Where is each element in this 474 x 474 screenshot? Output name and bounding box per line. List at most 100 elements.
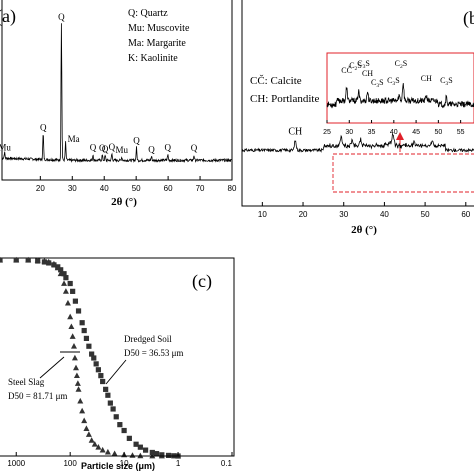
dredged-soil-point <box>61 271 67 277</box>
panel-b-x-axis: 10 20 30 40 50 60 <box>242 202 474 219</box>
dredged-soil-point <box>113 414 119 420</box>
panel-a-tick-label: 70 <box>196 184 205 193</box>
inset-frame <box>326 52 474 124</box>
panel-a-label: (a) <box>0 6 16 27</box>
inset-peak-label: CH <box>362 69 373 78</box>
dredged-soil-point <box>105 392 111 398</box>
panel-c-x-axis-title: Particle size (μm) <box>81 461 155 471</box>
steel-slag-point <box>74 380 81 386</box>
steel-slag-point <box>69 333 76 339</box>
steel-slag-point <box>45 258 52 265</box>
steel-slag-point <box>85 431 92 437</box>
dredged-soil-point <box>72 298 79 304</box>
panel-a-legend-entry: Q: Quartz <box>128 8 168 19</box>
steel-slag-d50: D50 = 81.71 μm <box>8 391 67 401</box>
steel-slag-point <box>67 313 74 320</box>
dredged-soil-point <box>103 386 109 392</box>
dredged-soil-point <box>98 373 104 379</box>
inset-tick-label: 40 <box>390 129 398 136</box>
panel-c-tick-label: 1000 <box>7 459 25 468</box>
panel-a-peak-label: Q <box>99 143 106 153</box>
steel-slag-pointer <box>39 356 65 379</box>
panel-a-peak-label: Q <box>191 143 198 153</box>
dredged-soil-d50: D50 = 36.53 μm <box>124 348 183 358</box>
inset-tick-label: 30 <box>345 129 353 136</box>
steel-slag-point <box>79 407 86 414</box>
dredged-soil-point <box>142 447 149 453</box>
steel-slag-point <box>41 257 48 264</box>
dredged-soil-series-label: Dredged Soil <box>124 334 172 344</box>
panel-b-label: (b) <box>463 8 474 29</box>
inset-tick-label: 35 <box>368 129 376 136</box>
dredged-soil-point <box>63 275 69 281</box>
panel-a-peak-label: Q <box>133 135 140 145</box>
panel-c-series <box>0 256 182 459</box>
dredged-soil-point <box>107 400 113 406</box>
steel-slag-point <box>72 364 79 371</box>
inset-peak-label: C2S <box>395 59 408 70</box>
panel-c-tick-label: 100 <box>63 459 77 468</box>
steel-slag-point <box>70 343 77 349</box>
steel-slag-point <box>64 299 71 306</box>
zoom-region-box <box>332 153 474 193</box>
panel-a-tick-label: 20 <box>36 184 45 193</box>
dredged-soil-point <box>81 327 87 334</box>
steel-slag-point <box>81 417 88 424</box>
panel-c-particle-size: (c) Dredged Soil D50 = 36.53 μm Steel Slag… <box>0 256 235 471</box>
panel-a-legend-entry: K: Kaolinite <box>128 53 178 64</box>
inset-peak-label: C2S <box>349 61 362 72</box>
panel-b-tick-label: 40 <box>380 210 389 219</box>
panel-a-x-axis: 20 30 40 50 60 70 80 <box>2 176 237 193</box>
steel-slag-point <box>57 270 64 277</box>
steel-slag-point <box>0 256 3 263</box>
dredged-soil-point <box>91 355 97 361</box>
steel-slag-point <box>62 288 69 294</box>
steel-slag-point <box>104 448 111 455</box>
panel-a-legend: Q: Quartz Mu: Muscovite Ma: Margarite K: Ka… <box>128 8 190 64</box>
dredged-soil-point <box>149 449 155 456</box>
inset-peak-label: CČ <box>341 65 352 75</box>
panel-a-tick-label: 40 <box>100 184 109 193</box>
inset-peak-label: C3S <box>440 76 453 87</box>
panel-a-peak-label: Mu <box>116 145 129 155</box>
inset-tick-label: 50 <box>434 129 442 136</box>
inset-tick-label: 45 <box>412 129 420 136</box>
dredged-soil-point <box>153 451 160 457</box>
panel-a-peak-label: Q <box>90 142 97 152</box>
panel-b-x-axis-title: 2θ (°) <box>351 224 377 236</box>
dredged-soil-point <box>79 320 85 326</box>
dredged-soil-point <box>70 288 76 294</box>
dredged-soil-point <box>67 280 73 287</box>
dredged-soil-point <box>126 435 132 441</box>
steel-slag-point <box>95 443 102 450</box>
panel-b-peak-labels: CH <box>288 127 302 138</box>
panel-a-x-axis-title: 2θ (°) <box>111 196 137 208</box>
panel-a-tick-label: 30 <box>68 184 77 193</box>
steel-slag-point <box>34 257 41 263</box>
panel-b-xrd-pattern <box>241 133 474 153</box>
dredged-soil-point <box>117 422 123 428</box>
steel-slag-point <box>13 256 20 263</box>
panel-a-tick-label: 60 <box>164 184 173 193</box>
steel-slag-point <box>77 397 84 404</box>
panel-b-peak-label: CH <box>288 127 302 138</box>
steel-slag-point <box>83 425 90 431</box>
panel-b-tick-label: 50 <box>421 210 430 219</box>
dredged-soil-point <box>75 308 82 314</box>
panel-b-tick-label: 20 <box>299 210 308 219</box>
panel-c-annotations: Dredged Soil D50 = 36.53 μm Steel Slag D50 … <box>8 334 183 401</box>
panel-a-peak-label: Q <box>102 144 109 154</box>
steel-slag-point <box>91 441 98 447</box>
panel-a-peak-label: Q <box>109 142 116 152</box>
panel-a-xrd-soil: (a) Q: Quartz Mu: Muscovite Ma: Margarite K… <box>0 0 237 208</box>
panel-a-peak-label: Q <box>165 142 172 152</box>
panel-a-tick-label: 50 <box>132 184 141 193</box>
panel-a-peak-label: Q <box>58 12 65 22</box>
steel-slag-series-label: Steel Slag <box>8 377 45 387</box>
steel-slag-point <box>75 386 82 392</box>
steel-slag-point <box>73 372 80 379</box>
inset-peak-label: C3S <box>357 59 370 70</box>
steel-slag-point <box>61 280 68 286</box>
